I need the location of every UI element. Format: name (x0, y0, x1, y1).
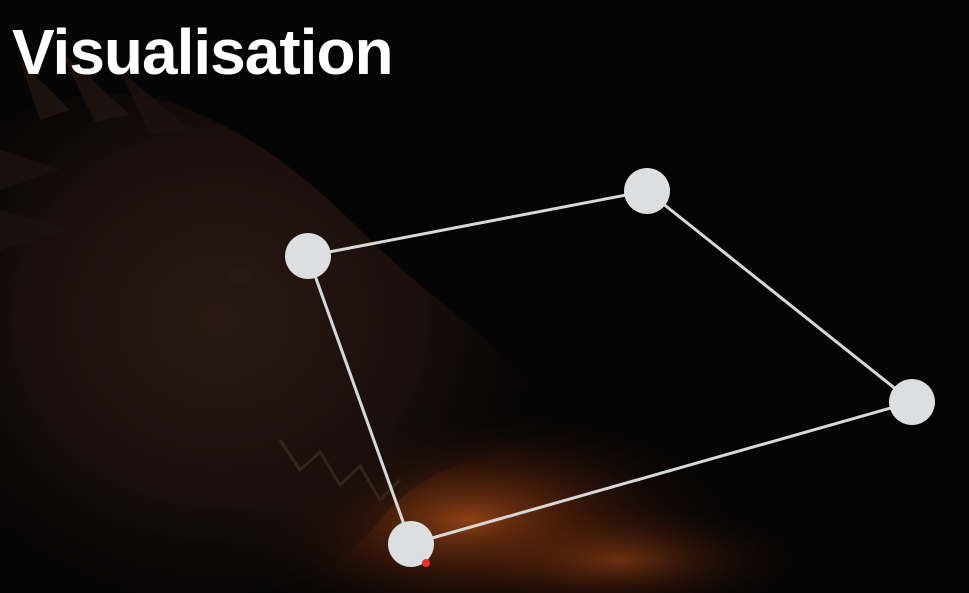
edge-node-1-node-2 (307, 189, 648, 258)
graph-node-4[interactable] (388, 521, 434, 567)
graph-node-1[interactable] (285, 233, 331, 279)
graph-node-3[interactable] (889, 379, 935, 425)
slide-title: Visualisation (12, 16, 394, 88)
edge-node-2-node-3 (646, 189, 913, 404)
graph-node-2[interactable] (624, 168, 670, 214)
edge-node-3-node-4 (410, 400, 913, 546)
edge-node-4-node-1 (306, 255, 413, 545)
graph-nodes (285, 168, 935, 567)
graph-edges (306, 189, 913, 546)
cursor-marker-dot (422, 559, 430, 567)
